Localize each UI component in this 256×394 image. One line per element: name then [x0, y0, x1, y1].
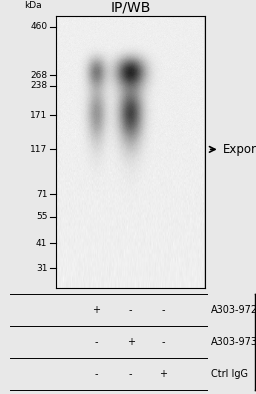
Text: -: -: [95, 337, 98, 347]
Text: A303-972A: A303-972A: [211, 305, 256, 315]
Text: -: -: [162, 305, 165, 315]
Text: 41: 41: [36, 239, 47, 248]
Text: A303-973A: A303-973A: [211, 337, 256, 347]
Text: kDa: kDa: [24, 1, 41, 10]
Text: 171: 171: [30, 111, 47, 120]
Text: +: +: [126, 337, 135, 347]
Text: +: +: [159, 369, 167, 379]
Text: Ctrl IgG: Ctrl IgG: [211, 369, 248, 379]
Text: 55: 55: [36, 212, 47, 221]
Text: -: -: [129, 305, 132, 315]
Text: 117: 117: [30, 145, 47, 154]
Text: 31: 31: [36, 264, 47, 273]
Text: 71: 71: [36, 190, 47, 199]
Text: -: -: [129, 369, 132, 379]
Title: IP/WB: IP/WB: [110, 1, 151, 15]
Text: 268: 268: [30, 71, 47, 80]
Text: -: -: [95, 369, 98, 379]
Text: Exportin-T: Exportin-T: [223, 143, 256, 156]
Text: +: +: [92, 305, 100, 315]
Text: 460: 460: [30, 22, 47, 31]
Text: 238: 238: [30, 81, 47, 90]
Text: -: -: [162, 337, 165, 347]
